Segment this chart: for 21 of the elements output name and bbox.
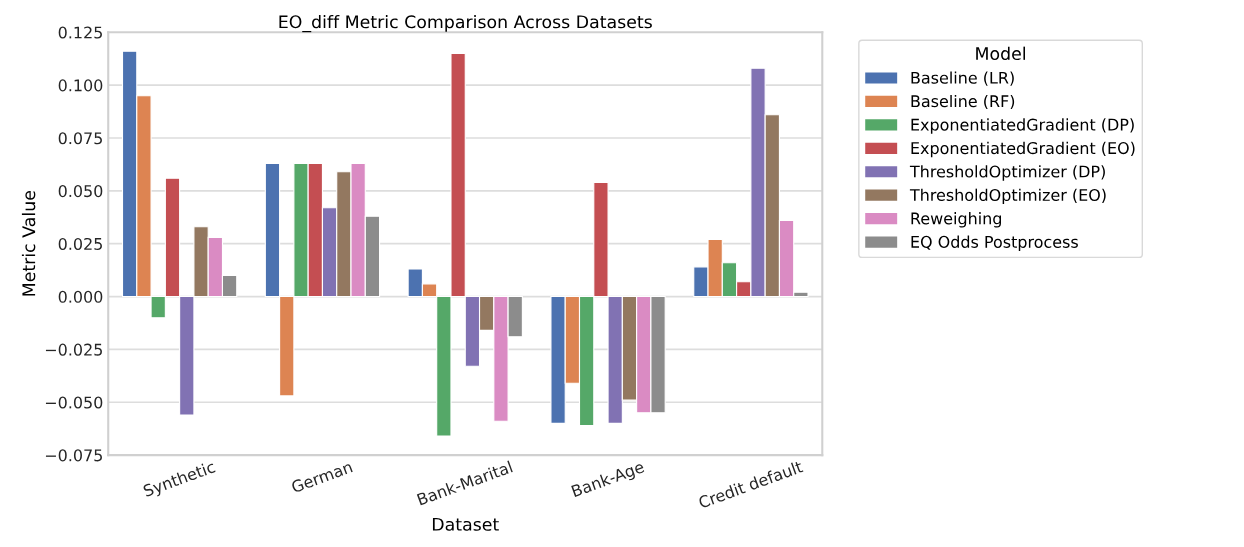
legend-label: ThresholdOptimizer (DP) bbox=[909, 165, 1105, 181]
y-tick-label: 0.050 bbox=[58, 185, 103, 198]
y-axis-title: Metric Value bbox=[21, 191, 36, 296]
legend-label: Baseline (LR) bbox=[911, 71, 1014, 86]
y-tick-label: 0.075 bbox=[58, 132, 102, 145]
legend-label: ExponentiatedGradient (EO) bbox=[911, 141, 1135, 158]
legend-label: ThresholdOptimizer (EO) bbox=[909, 188, 1106, 205]
chart-title: EO_diff Metric Comparison Across Datasets bbox=[279, 14, 652, 33]
y-tick-label: −0.025 bbox=[45, 343, 102, 356]
x-axis-title: Dataset bbox=[432, 517, 499, 531]
y-tick-label: 0.000 bbox=[58, 290, 103, 303]
legend-label: Baseline (RF) bbox=[911, 94, 1015, 110]
legend-label: ExponentiatedGradient (DP) bbox=[911, 118, 1134, 134]
y-tick-label: 0.025 bbox=[58, 237, 102, 250]
legend-title: Model bbox=[976, 46, 1025, 61]
y-tick-label: 0.100 bbox=[58, 79, 103, 92]
legend-label: EQ Odds Postprocess bbox=[911, 235, 1078, 251]
y-tick-label: 0.125 bbox=[58, 26, 102, 39]
legend-label: Reweighing bbox=[911, 212, 1001, 228]
y-tick-label: −0.050 bbox=[45, 396, 103, 409]
y-tick-label: −0.075 bbox=[45, 449, 102, 462]
